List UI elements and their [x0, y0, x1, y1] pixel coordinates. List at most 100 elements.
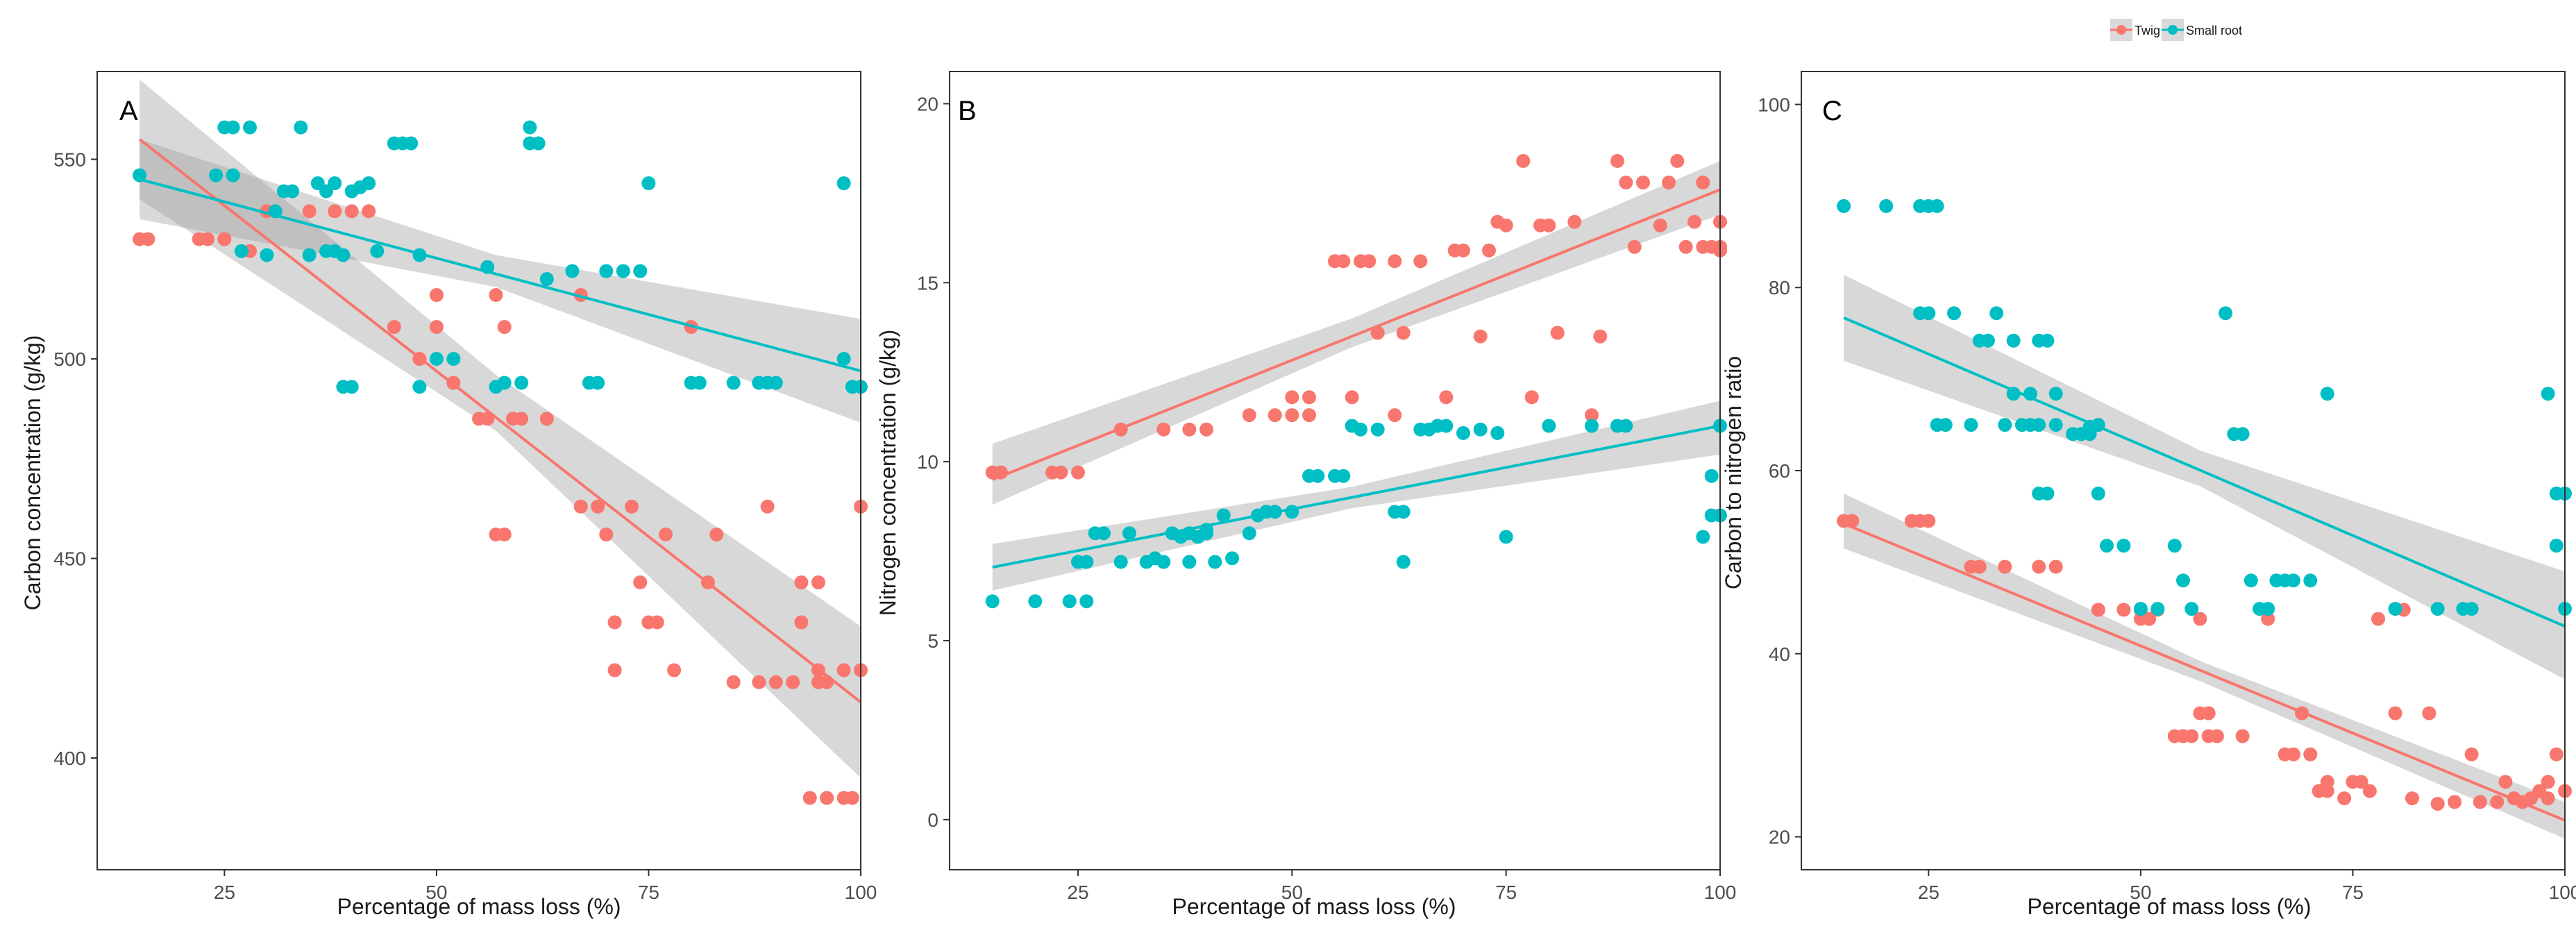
panel-a-small-root-point	[692, 376, 707, 390]
panel-a-twig-point	[726, 675, 741, 689]
panel-b-small-root-point	[985, 594, 1000, 609]
panel-b-twig-point	[1696, 175, 1710, 189]
panel-c-small-root-point	[2464, 602, 2479, 616]
panel-a-x-tick-label: 25	[214, 882, 235, 903]
panel-c-twig-point	[2209, 729, 2224, 743]
panel-c-y-axis-title: Carbon to nitrogen ratio	[1721, 356, 1746, 589]
panel-a-small-root-point	[523, 120, 537, 135]
panel-a-small-root-point	[726, 376, 741, 390]
panel-c-small-root-point	[1980, 333, 1995, 348]
panel-a-twig-point	[328, 204, 342, 219]
panel-c-twig-point	[2142, 612, 2157, 626]
panel-c-small-root-point	[1964, 418, 1978, 432]
panel-b-twig-point	[1156, 422, 1171, 437]
panel-c-twig-fit-line	[1843, 522, 2566, 822]
panel-a-axes: 25 50 75 100 400 450 500 550	[53, 71, 877, 903]
panel-a-twig-point	[607, 663, 622, 677]
legend-marker-twig	[2116, 25, 2126, 35]
panel-a-border	[96, 71, 861, 870]
panel-a-fit-lines	[138, 138, 862, 704]
legend-marker-small-root	[2168, 25, 2178, 35]
panel-a-twig-point	[344, 204, 359, 219]
panel-a-twig-confidence-band	[140, 79, 861, 778]
panel-b-small-root-point	[1370, 422, 1385, 437]
legend: Twig Small root	[2110, 19, 2242, 41]
panel-a-small-root-point	[633, 264, 648, 278]
panel-a-small-root-point	[344, 380, 359, 394]
panel-c-letter: C	[1822, 96, 1842, 126]
panel-b-small-root-fit-line	[992, 424, 1721, 569]
panel-b-twig-fit-line	[991, 188, 1721, 481]
panel-b-twig-confidence-band	[992, 160, 1720, 505]
legend-label-twig: Twig	[2135, 24, 2160, 37]
panel-a-twig-point	[573, 499, 588, 514]
panel-b-twig-point	[1336, 254, 1351, 269]
panel-a-small-root-point	[404, 136, 419, 151]
panel-b-y-tick-label: 20	[917, 93, 938, 115]
panel-b-twig-point	[1550, 326, 1565, 340]
panel-b-y-tick-label: 15	[917, 272, 938, 294]
panel-b-letter: B	[958, 96, 977, 126]
panel-a-twig-point	[786, 675, 800, 689]
panel-b-twig-point	[1542, 218, 1556, 233]
panel-c-small-root-point	[2048, 387, 2063, 401]
panel-c-x-axis-title: Percentage of mass loss (%)	[2027, 894, 2311, 919]
panel-c-small-root-point	[2320, 387, 2334, 401]
panel-c: 25 50 75 100 20 40 60 80 100 C Percentage of mas…	[1721, 71, 2576, 919]
panel-a-twig-point	[768, 675, 783, 689]
panel-b-small-root-point	[1097, 526, 1111, 541]
panel-c-small-root-point	[2430, 602, 2445, 616]
panel-c-axes: 25 50 75 100 20 40 60 80 100	[1758, 71, 2576, 903]
panel-b-twig-point	[1285, 390, 1299, 405]
panel-b-twig-point	[1439, 390, 1454, 405]
panel-a-x-axis-title: Percentage of mass loss (%)	[337, 894, 621, 919]
panel-a-twig-point	[667, 663, 682, 677]
panel-c-twig-point	[2184, 729, 2199, 743]
panel-c-small-root-fit-line	[1843, 316, 2566, 628]
panel-a-twig-point	[429, 288, 444, 302]
panel-c-twig-point	[2422, 706, 2436, 721]
panel-c-twig-point	[2116, 603, 2131, 617]
panel-b-x-tick-label: 25	[1067, 882, 1088, 903]
panel-c-twig-point	[2549, 747, 2564, 761]
panel-b: 25 50 75 100 0 5 10 15 20 B Percentage of mass l…	[875, 71, 1736, 919]
panel-b-x-tick-label: 50	[1281, 882, 1303, 903]
panel-c-twig-point	[2473, 795, 2487, 809]
panel-c-twig-point	[2498, 775, 2513, 789]
panel-b-small-root-point	[1619, 419, 1633, 433]
panel-b-twig-point	[1636, 175, 1650, 189]
panel-a-twig-point	[362, 204, 376, 219]
panel-a-twig-point	[200, 232, 214, 246]
panel-a-x-tick-label: 75	[638, 882, 659, 903]
panel-b-small-root-point	[1182, 555, 1197, 569]
panel-c-twig-point	[2464, 747, 2479, 761]
panel-c-x-tick-label: 100	[2549, 882, 2576, 903]
panel-c-small-root-point	[2116, 539, 2131, 553]
panel-b-twig-point	[1662, 175, 1676, 189]
panel-c-small-root-point	[2184, 602, 2199, 616]
panel-b-x-tick-label: 100	[1704, 882, 1737, 903]
panel-c-small-root-point	[2040, 487, 2055, 500]
panel-c-small-root-point	[2167, 539, 2182, 553]
panel-a-y-tick-label: 550	[53, 149, 86, 171]
panel-a-x-tick-label: 50	[426, 882, 447, 903]
panel-b-twig-point	[1619, 175, 1633, 189]
panel-c-twig-point	[2371, 612, 2386, 626]
panel-c-twig-point	[2091, 603, 2105, 617]
panel-c-twig-point	[2405, 791, 2419, 806]
panel-c-small-root-point	[2091, 487, 2105, 500]
panel-a-small-root-point	[285, 184, 300, 199]
panel-b-fit-lines	[991, 188, 1721, 569]
panel-b-small-root-point	[1499, 530, 1513, 544]
panel-c-y-tick-label: 60	[1769, 460, 1790, 482]
panel-b-small-root-point	[1079, 555, 1094, 569]
panel-a-small-root-point	[531, 136, 546, 151]
panel-c-twig-point	[2354, 775, 2368, 789]
panel-b-small-root-point	[1396, 505, 1411, 519]
panel-b-twig-point	[1524, 390, 1539, 405]
panel-c-small-root-point	[2100, 539, 2114, 553]
panel-c-y-tick-label: 40	[1769, 643, 1790, 665]
panel-b-small-root-point	[1439, 419, 1454, 433]
panel-c-twig-point	[1972, 559, 1987, 574]
